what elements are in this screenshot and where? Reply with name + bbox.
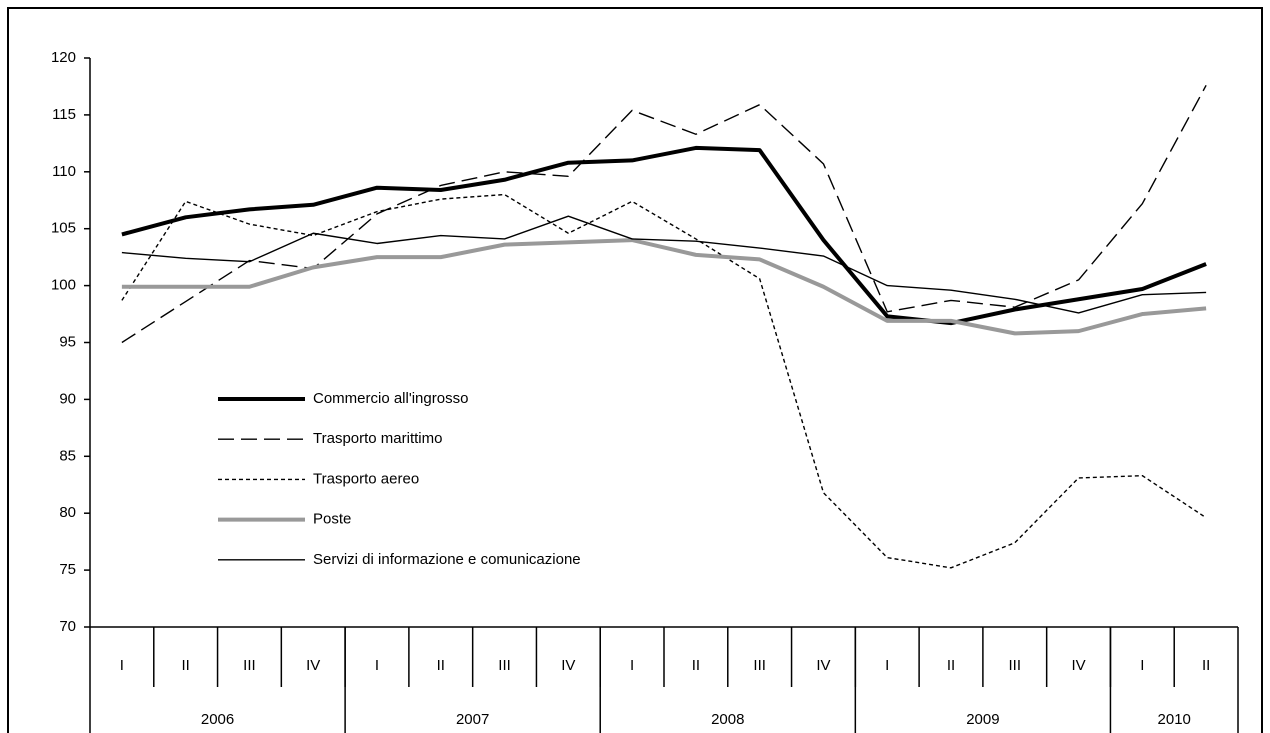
frame — [7, 7, 1263, 733]
x-tick-label: II — [692, 657, 700, 674]
x-tick-label: III — [243, 657, 256, 674]
legend-label: Trasporto marittimo — [313, 430, 442, 447]
y-tick-label: 90 — [59, 390, 76, 407]
series-line — [121, 215, 1207, 314]
year-label: 2009 — [966, 711, 999, 728]
y-tick-label: 95 — [59, 333, 76, 350]
y-tick-label: 110 — [52, 163, 76, 180]
year-label: 2008 — [711, 711, 744, 728]
x-tick-label: I — [630, 657, 634, 674]
legend-label: Poste — [313, 511, 351, 528]
x-tick-label: III — [498, 657, 511, 674]
x-tick-label: II — [437, 657, 445, 674]
x-tick-label: IV — [816, 657, 830, 674]
year-label: 2007 — [456, 711, 489, 728]
x-tick-label: I — [120, 657, 124, 674]
y-tick-label: 100 — [51, 277, 76, 294]
y-tick-label: 120 — [51, 49, 76, 66]
series-line — [121, 238, 1207, 336]
x-tick-label: IV — [561, 657, 575, 674]
y-tick-label: 80 — [59, 504, 76, 521]
x-tick-label: I — [1140, 657, 1144, 674]
x-tick-label: II — [181, 657, 189, 674]
y-tick-label: 105 — [51, 220, 76, 237]
x-tick-label: II — [1202, 657, 1210, 674]
x-tick-label: I — [375, 657, 379, 674]
series-line — [121, 193, 1207, 569]
y-tick-label: 115 — [52, 106, 76, 123]
legend-label: Commercio all'ingrosso — [313, 390, 468, 407]
y-tick-label: 70 — [59, 618, 76, 635]
y-tick-label: 75 — [59, 561, 76, 578]
x-tick-label: IV — [1071, 657, 1085, 674]
x-tick-label: II — [947, 657, 955, 674]
year-label: 2006 — [201, 711, 234, 728]
x-tick-label: III — [1009, 657, 1022, 674]
x-tick-label: I — [885, 657, 889, 674]
year-label: 2010 — [1158, 711, 1191, 728]
x-tick-label: III — [753, 657, 766, 674]
legend-label: Servizi di informazione e comunicazione — [313, 551, 581, 568]
series-line — [121, 84, 1207, 344]
series-line — [121, 145, 1207, 326]
y-tick-label: 85 — [59, 447, 76, 464]
legend-label: Trasporto aereo — [313, 470, 419, 487]
x-tick-label: IV — [306, 657, 320, 674]
